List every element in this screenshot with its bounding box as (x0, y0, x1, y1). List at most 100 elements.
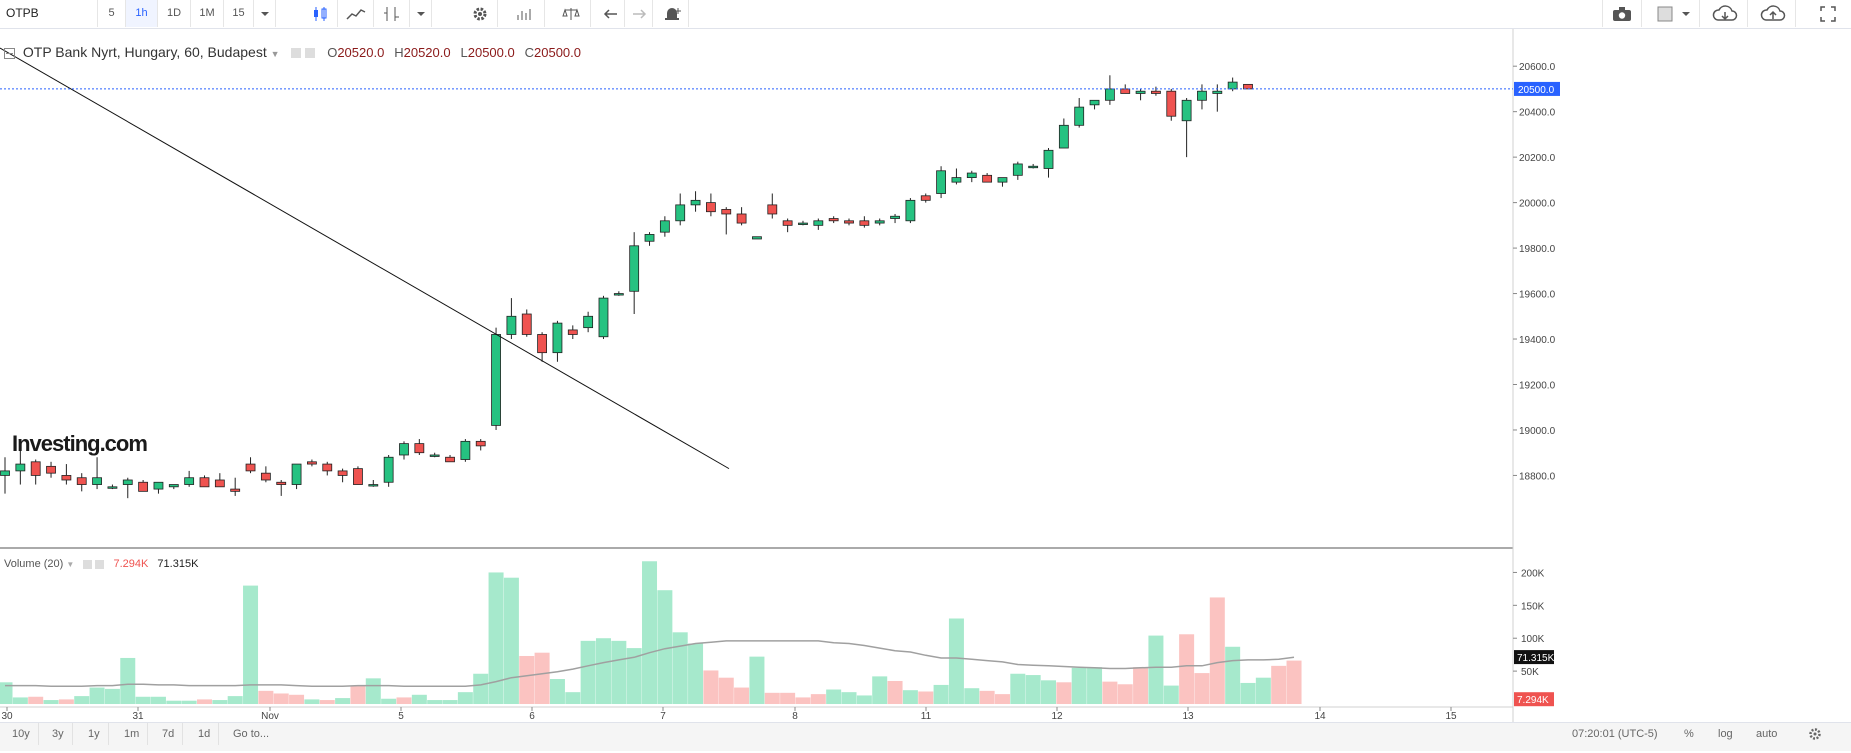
volume-bar (258, 690, 274, 704)
time-tick-label: 8 (792, 711, 798, 722)
toolbar: OTPB 5 1h 1D 1M 15 (0, 0, 1851, 29)
volume-ma-tag (1514, 650, 1554, 665)
percent-toggle[interactable]: % (1684, 728, 1694, 740)
candle-body (491, 334, 501, 426)
price-tick-label: 20400.0 (1519, 108, 1556, 119)
gear-icon[interactable] (1808, 723, 1822, 745)
volume-bar (289, 694, 305, 704)
volume-chevron-icon[interactable]: ▼ (66, 560, 75, 569)
volume-bar (1286, 660, 1302, 704)
volume-bar (503, 577, 519, 704)
range-3y[interactable]: 3y (44, 723, 73, 745)
volume-bar (135, 696, 151, 704)
volume-bar (1148, 635, 1164, 704)
candle-body (214, 479, 225, 488)
volume-bar (457, 692, 473, 704)
legend-title[interactable]: OTP Bank Nyrt, Hungary, 60, Budapest (22, 44, 267, 60)
candle-body (337, 470, 348, 476)
interval-1h[interactable]: 1h (126, 0, 158, 27)
chart-grid (0, 547, 1513, 708)
layout-icon[interactable] (1648, 0, 1700, 27)
volume-bar (227, 696, 243, 704)
candle-body (506, 315, 517, 335)
volume-label[interactable]: Volume (20) (4, 558, 64, 570)
last-price-tag (1514, 81, 1560, 96)
compare-icon[interactable] (505, 0, 545, 27)
indicators-icon[interactable] (338, 0, 374, 27)
volume-bar (335, 698, 351, 704)
drawing-tools-icon[interactable] (374, 0, 410, 27)
candle-body (813, 220, 824, 226)
interval-5[interactable]: 5 (98, 0, 126, 27)
chevron-down-icon[interactable] (254, 0, 276, 27)
price-axis: 18800.0 19000.0 19200.0 19400.0 19600.0 19800… (1513, 62, 1556, 482)
volume-tick-label: 200K (1521, 568, 1545, 579)
range-1m[interactable]: 1m (116, 723, 149, 745)
log-toggle[interactable]: log (1718, 728, 1733, 740)
volume-close-icon[interactable] (95, 559, 105, 569)
symbol-input[interactable]: OTPB (0, 0, 98, 27)
candle-body (76, 477, 87, 485)
goto-date[interactable]: Go to... (233, 728, 270, 740)
volume-settings-icon[interactable] (83, 559, 93, 569)
candle-body (1120, 88, 1131, 94)
interval-1m[interactable]: 1M (191, 0, 224, 27)
volume-bar (304, 699, 320, 704)
cloud-upload-icon[interactable] (1750, 0, 1796, 27)
candle-body (1181, 99, 1192, 122)
volume-bar (1025, 675, 1041, 704)
range-1y[interactable]: 1y (80, 723, 109, 745)
volume-bar (841, 692, 857, 704)
volume-bar (1194, 673, 1210, 704)
volume-legend: Volume (20) ▼ 7.294K 71.315K (4, 558, 198, 570)
candle-body (0, 470, 10, 476)
volume-bar (734, 687, 750, 704)
candle-body (966, 172, 977, 178)
scale-icon[interactable] (551, 0, 591, 27)
undo-icon[interactable] (597, 0, 625, 27)
alert-bell-icon[interactable] (655, 0, 689, 27)
camera-icon[interactable] (1602, 0, 1642, 27)
volume-tick-label: 150K (1521, 601, 1545, 612)
candles-icon[interactable] (302, 0, 338, 27)
volume-bar (1240, 682, 1256, 704)
legend-close-icon[interactable] (305, 48, 316, 59)
candle-body (399, 443, 409, 456)
candle-body (276, 481, 287, 485)
gear-icon[interactable] (462, 0, 498, 27)
volume-bar (657, 590, 673, 704)
interval-1d[interactable]: 1D (158, 0, 191, 27)
bottom-toolbar: 10y 3y 1y 1m 7d 1d Go to... 07:20:01 (UT… (0, 722, 1851, 751)
legend-chevron-icon[interactable]: ▼ (270, 49, 280, 59)
auto-toggle[interactable]: auto (1756, 728, 1778, 740)
redo-icon[interactable] (625, 0, 653, 27)
candle-body (890, 215, 900, 219)
candle-body (199, 477, 210, 488)
fullscreen-icon[interactable] (1810, 0, 1846, 27)
volume-bar (104, 688, 120, 704)
legend-settings-icon[interactable] (291, 48, 302, 59)
range-7d[interactable]: 7d (154, 723, 184, 745)
legend-collapse-icon[interactable] (4, 47, 15, 59)
candle-body (1058, 124, 1069, 149)
legend-close: 20500.0 (534, 45, 582, 60)
volume-bar (902, 690, 918, 704)
candle-body (107, 486, 118, 489)
range-1d[interactable]: 1d (190, 723, 220, 745)
candle-body (752, 236, 762, 240)
interval-15[interactable]: 15 (224, 0, 254, 27)
price-axis-bg (1514, 29, 1851, 722)
volume-bar (780, 692, 796, 704)
volume-bar (120, 657, 136, 704)
volume-bar (718, 677, 734, 704)
range-10y[interactable]: 10y (4, 723, 39, 745)
volume-bar (28, 696, 44, 704)
time-tick-label: 5 (398, 711, 404, 722)
volume-bar (688, 643, 704, 704)
volume-bar (243, 585, 259, 704)
volume-bar (595, 638, 611, 704)
chevron-down-icon[interactable] (410, 0, 432, 27)
cloud-download-icon[interactable] (1702, 0, 1748, 27)
price-chart[interactable]: 20500.0 18800.0 19000.0 19200.0 19400.0 1960… (0, 29, 1851, 722)
candle-body (859, 220, 870, 226)
